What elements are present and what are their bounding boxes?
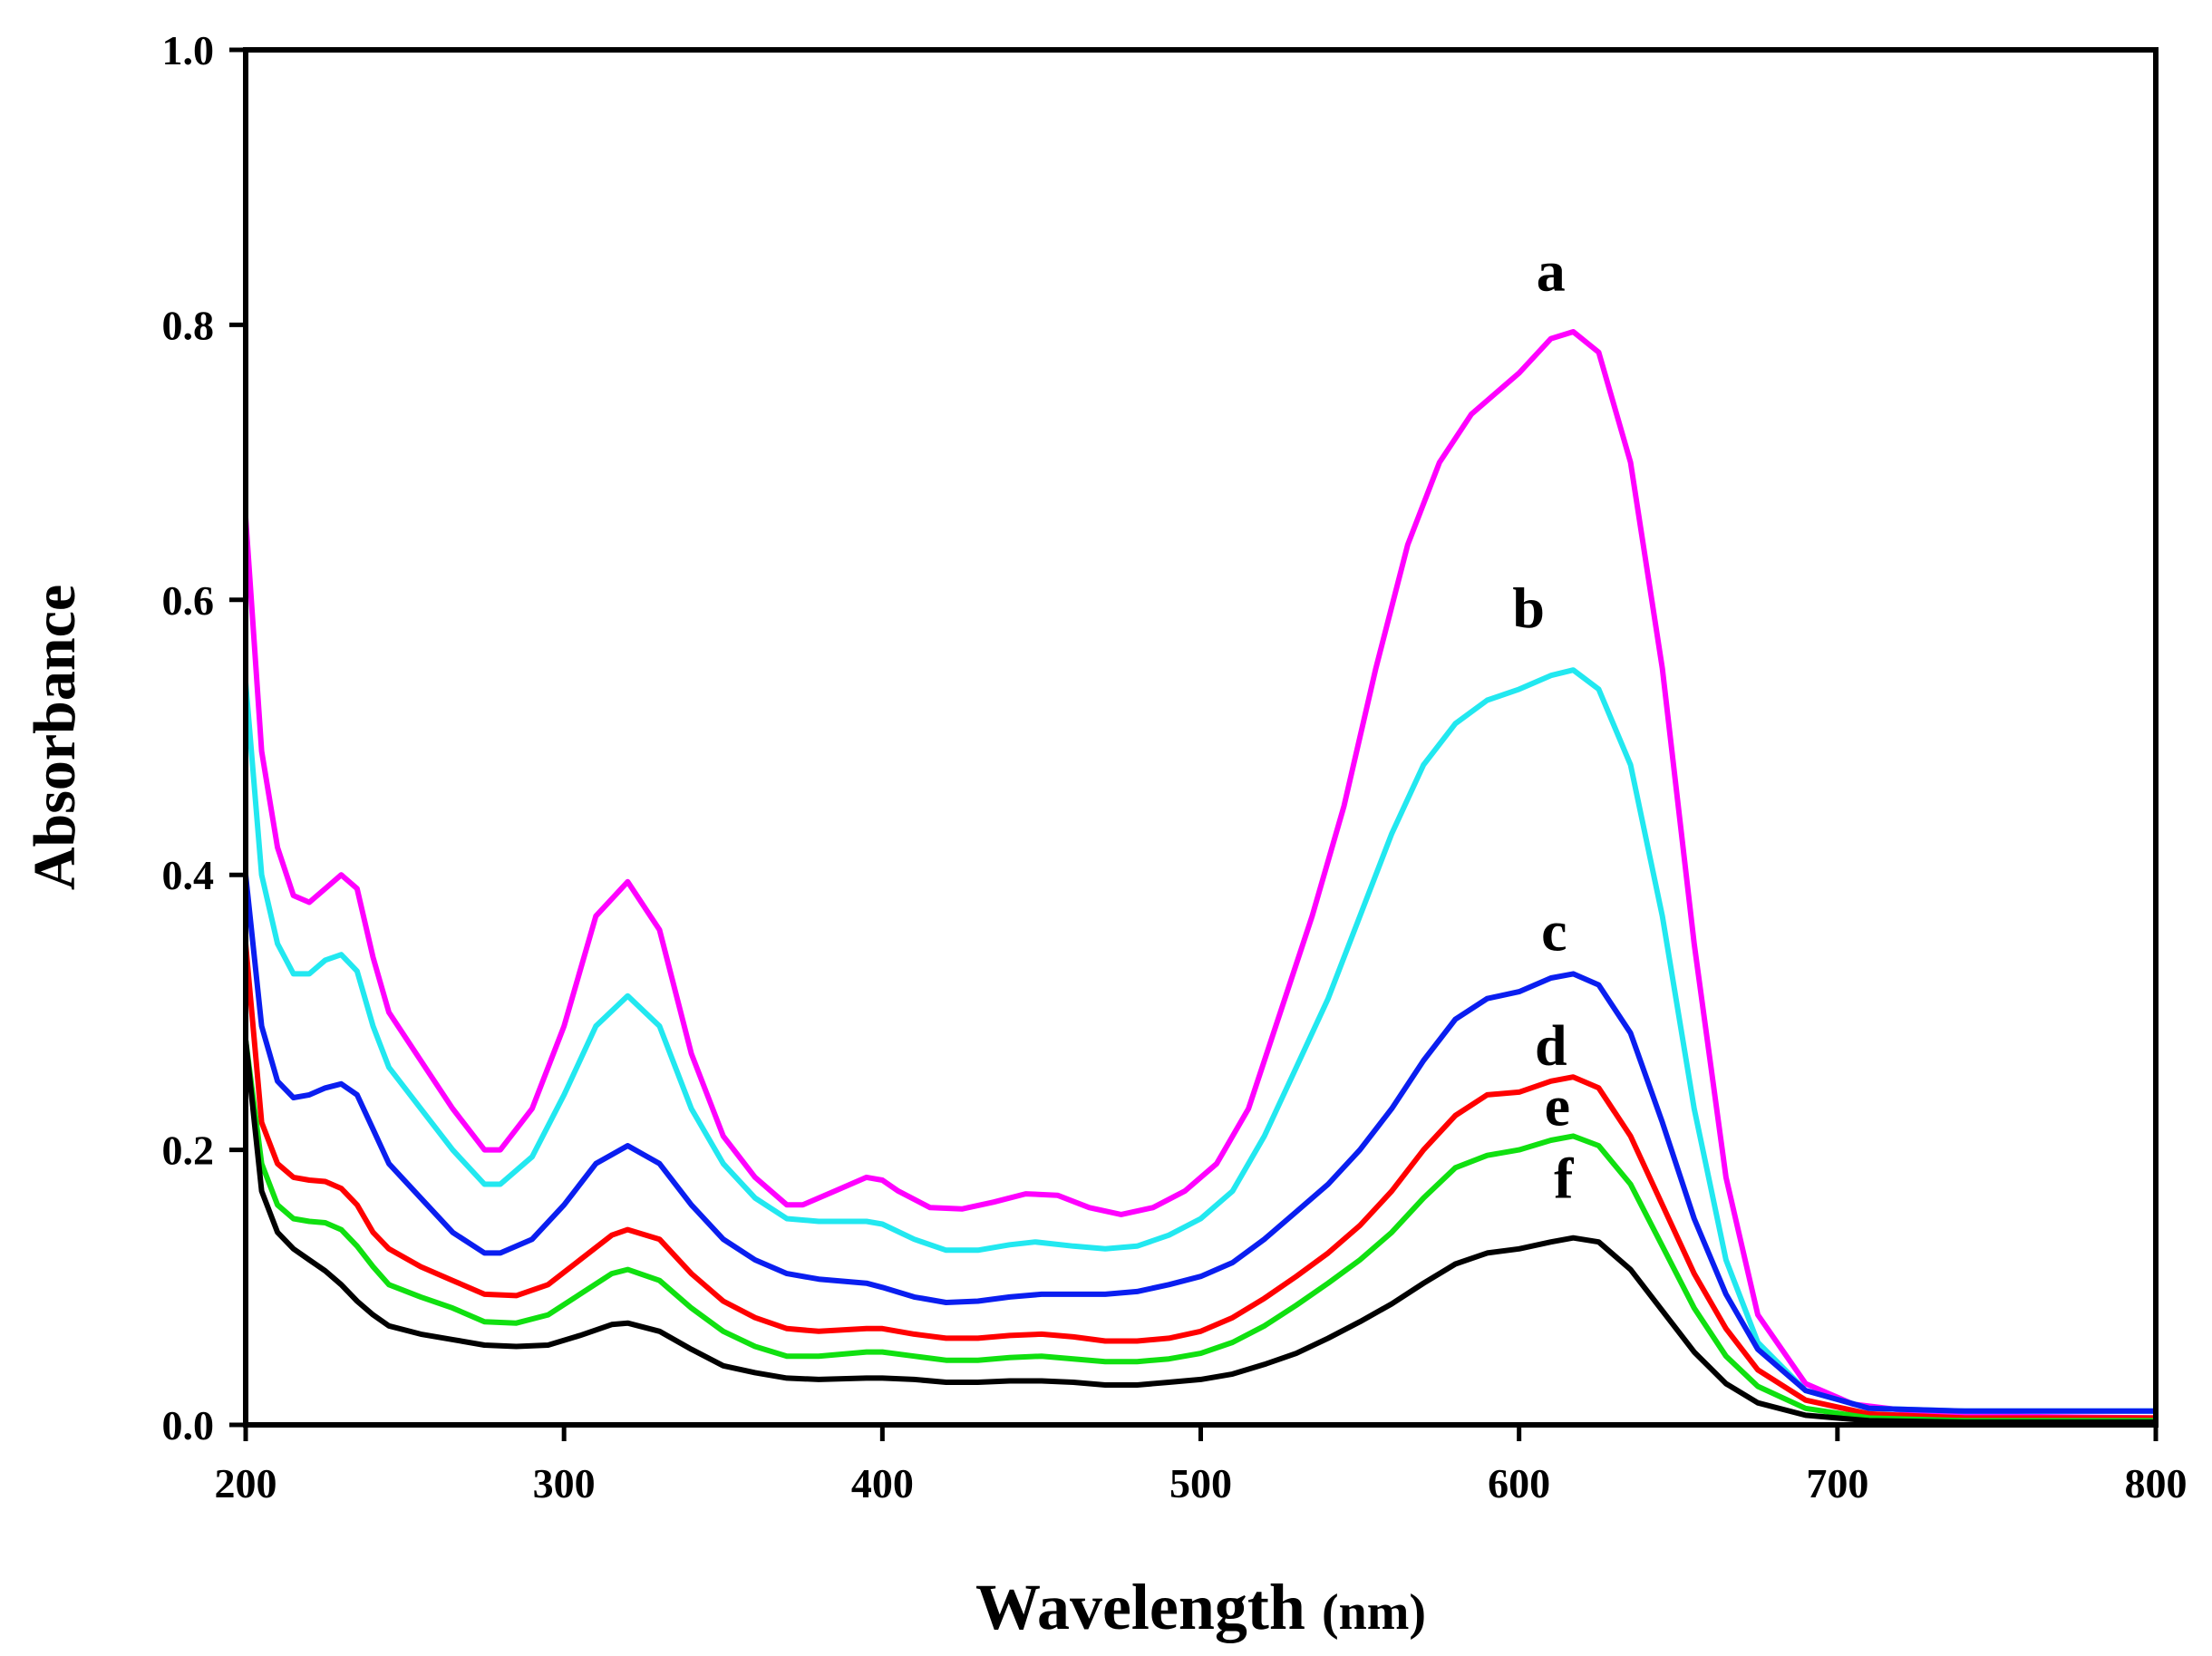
series-line-f: [243, 1037, 2159, 1425]
curve-label-c: c: [1541, 899, 1567, 964]
series-layer: [243, 329, 2159, 1425]
curve-label-d: d: [1535, 1013, 1567, 1078]
y-tick-label: 0.0: [162, 1402, 215, 1448]
x-tick-label: 200: [215, 1460, 277, 1506]
series-line-a: [243, 329, 2159, 1421]
series-line-d: [243, 941, 2159, 1421]
y-tick-label: 1.0: [162, 27, 215, 73]
x-axis-label: Wavelength: [975, 1571, 1305, 1643]
curve-label-a: a: [1537, 238, 1566, 303]
x-axis-unit: (nm): [1322, 1584, 1426, 1641]
y-tick-label: 0.6: [162, 577, 215, 624]
y-tick-label: 0.4: [162, 852, 215, 898]
series-line-b: [243, 667, 2159, 1414]
y-axis-ticks: 0.0 0.2 0.4 0.6 0.8 1.0: [162, 27, 246, 1448]
y-tick-label: 0.2: [162, 1128, 215, 1174]
x-tick-label: 300: [533, 1460, 596, 1506]
x-tick-label: 600: [1488, 1460, 1550, 1506]
y-tick-label: 0.8: [162, 302, 215, 348]
x-axis-ticks: 200 300 400 500 600 700 800: [215, 1425, 2188, 1506]
curve-label-f: f: [1554, 1147, 1574, 1211]
curve-label-b: b: [1512, 576, 1545, 640]
x-axis-title: Wavelength (nm): [975, 1571, 1426, 1643]
x-tick-label: 500: [1169, 1460, 1232, 1506]
series-line-c: [243, 872, 2159, 1414]
series-line-e: [243, 1037, 2159, 1424]
x-tick-label: 700: [1806, 1460, 1868, 1506]
curve-label-e: e: [1545, 1073, 1570, 1138]
x-tick-label: 800: [2125, 1460, 2188, 1506]
y-axis-title: Absorbance: [22, 585, 88, 890]
x-tick-label: 400: [851, 1460, 914, 1506]
